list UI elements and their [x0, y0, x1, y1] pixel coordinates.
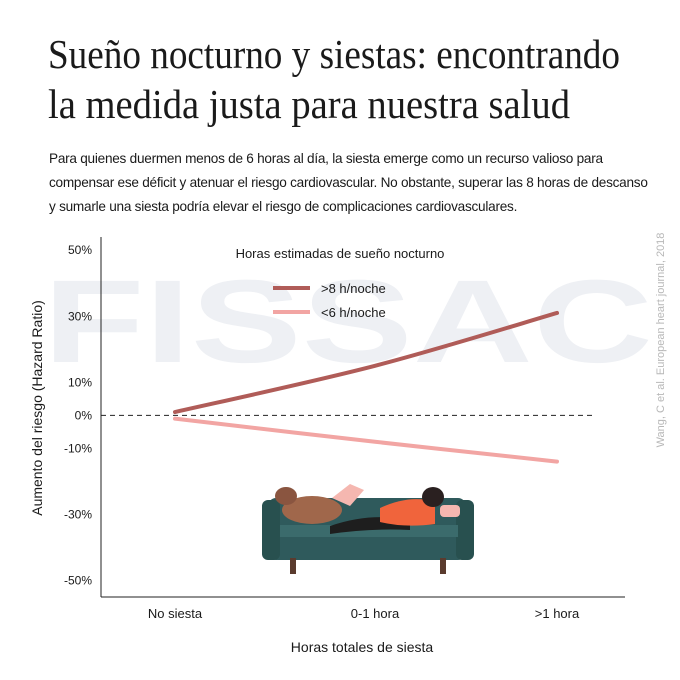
- x-tick-label: No siesta: [148, 606, 203, 621]
- y-tick-label: -50%: [64, 573, 92, 587]
- series-line: [173, 310, 559, 415]
- series-line: [173, 416, 559, 464]
- y-tick-label: 30%: [68, 309, 92, 323]
- legend-label: >8 h/noche: [321, 281, 386, 296]
- title-line: Sueño nocturno y siestas: encontrando: [48, 31, 620, 77]
- y-axis-label: Aumento del riesgo (Hazard Ratio): [29, 300, 45, 516]
- y-tick-label: -30%: [64, 507, 92, 521]
- y-tick-label: -10%: [64, 441, 92, 455]
- x-axis-label: Horas totales de siesta: [291, 639, 434, 655]
- illustration: [262, 484, 474, 574]
- title-line: la medida justa para nuestra salud: [48, 81, 570, 127]
- legend-title: Horas estimadas de sueño nocturno: [236, 246, 445, 261]
- legend-label: <6 h/noche: [321, 305, 386, 320]
- y-tick-label: 50%: [68, 243, 92, 257]
- x-tick-label: 0-1 hora: [351, 606, 400, 621]
- y-tick-label: 0%: [75, 408, 93, 422]
- source: Wang, C et al. European heart journal, 2…: [655, 233, 667, 448]
- description: Para quienes duermen menos de 6 horas al…: [49, 151, 648, 214]
- x-tick-label: >1 hora: [535, 606, 580, 621]
- y-tick-label: 10%: [68, 375, 92, 389]
- watermark: FISSAC: [43, 256, 653, 388]
